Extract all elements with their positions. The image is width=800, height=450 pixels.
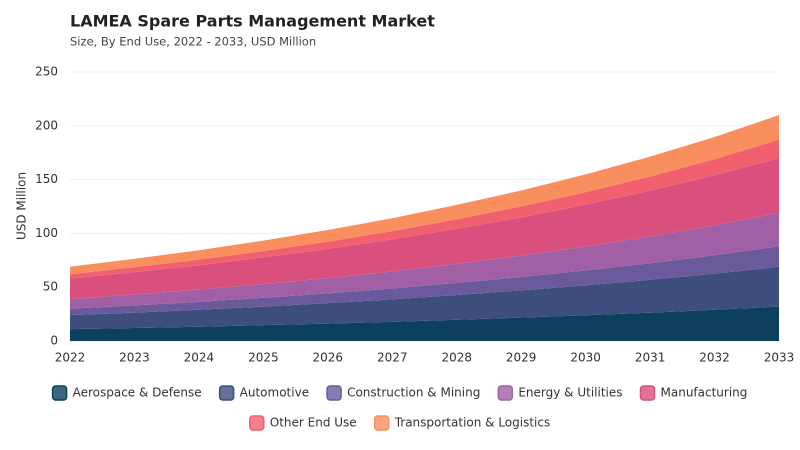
legend-label: Other End Use — [270, 416, 357, 430]
legend-label: Transportation & Logistics — [394, 416, 551, 430]
legend-row: Aerospace & Defense Automotive Constructio… — [51, 385, 748, 401]
y-axis-label: USD Million — [15, 172, 29, 240]
y-tick-label: 0 — [50, 334, 58, 348]
x-tick-label: 2026 — [313, 351, 344, 365]
x-tick-label: 2025 — [248, 351, 279, 365]
x-tick-label: 2030 — [570, 351, 601, 365]
y-tick-label: 50 — [43, 280, 58, 294]
legend-label: Automotive — [240, 386, 309, 400]
area — [70, 212, 779, 309]
x-tick-label: 2031 — [635, 351, 666, 365]
x-tick-label: 2027 — [377, 351, 408, 365]
legend-label: Energy & Utilities — [518, 386, 622, 400]
x-tick-label: 2023 — [119, 351, 150, 365]
y-tick-label: 200 — [35, 118, 58, 132]
area — [70, 158, 779, 300]
x-tick-label: 2028 — [441, 351, 472, 365]
legend-swatch — [249, 415, 265, 431]
x-tick-label: 2022 — [55, 351, 86, 365]
chart-subtitle: Size, By End Use, 2022 - 2033, USD Milli… — [70, 35, 316, 49]
x-tick-label: 2024 — [184, 351, 215, 365]
y-tick-label: 150 — [35, 172, 58, 186]
area — [70, 115, 779, 275]
y-tick-label: 250 — [35, 65, 58, 79]
legend-swatch — [326, 385, 342, 401]
x-tick-label: 2032 — [699, 351, 730, 365]
legend-swatch — [218, 385, 235, 401]
legend-swatch — [497, 385, 514, 401]
chart-title: LAMEA Spare Parts Management Market — [70, 12, 435, 31]
area — [70, 266, 779, 330]
legend-label: Construction & Mining — [347, 386, 480, 400]
x-tick-label: 2029 — [506, 351, 537, 365]
legend-swatch — [51, 385, 68, 401]
y-tick-label: 100 — [35, 226, 58, 240]
legend-label: Aerospace & Defense — [73, 386, 202, 400]
area — [70, 306, 779, 341]
legend-label: Manufacturing — [661, 386, 748, 400]
area — [70, 246, 779, 316]
legend-swatch — [639, 385, 656, 401]
x-tick-label: 2033 — [764, 351, 795, 365]
legend-row: Other End Use Transportation & Logistics — [249, 415, 551, 431]
legend-swatch — [373, 415, 390, 431]
